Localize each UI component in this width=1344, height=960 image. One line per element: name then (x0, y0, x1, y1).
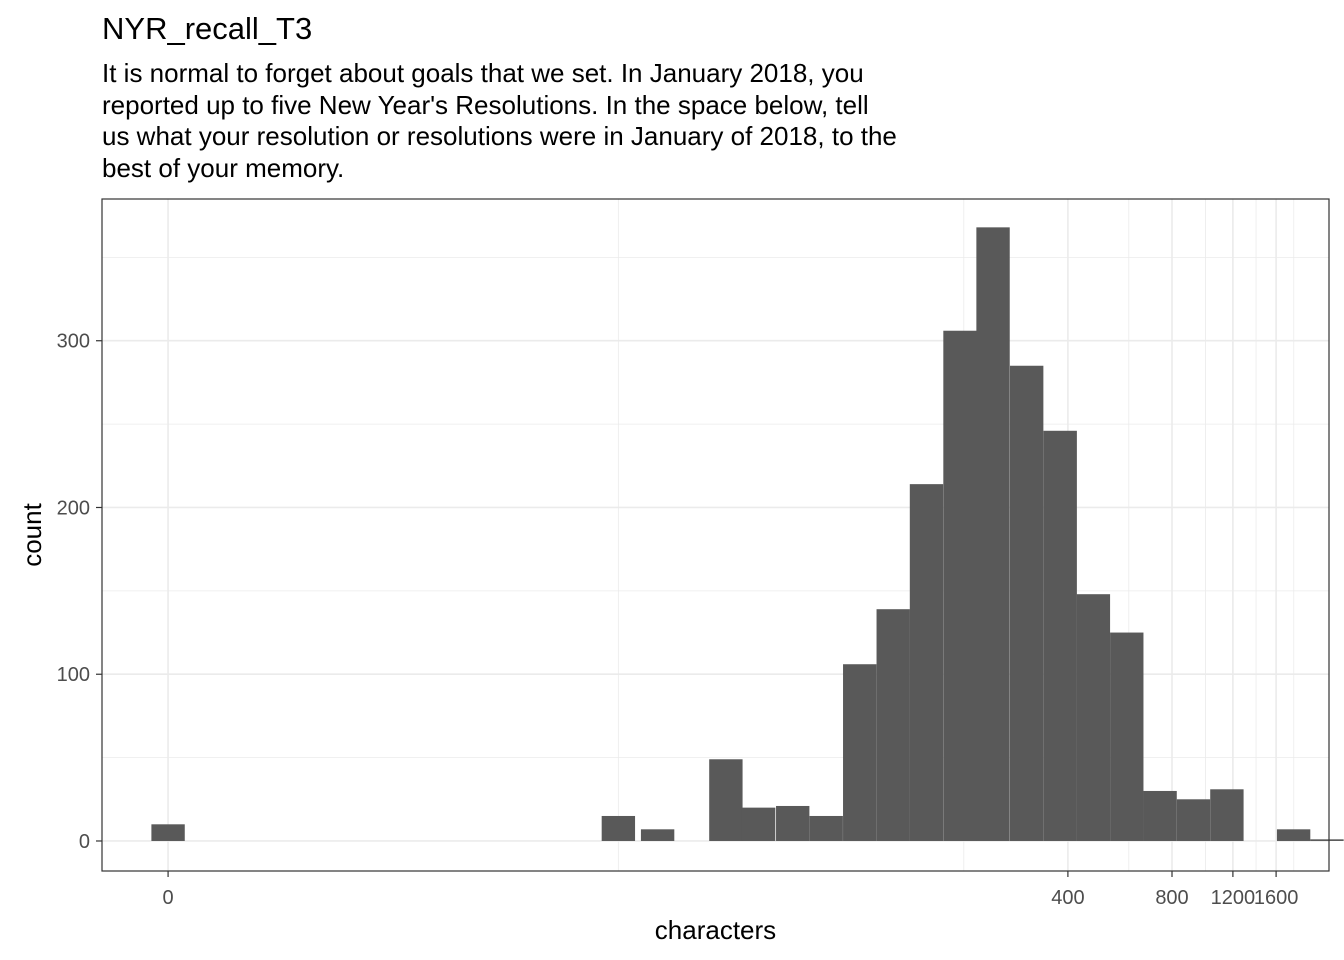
histogram-bar (876, 609, 910, 841)
y-tick-label: 0 (79, 831, 90, 853)
histogram-bar (1143, 790, 1177, 841)
histogram-bar (976, 227, 1010, 841)
x-tick-label: 400 (1051, 887, 1084, 909)
histogram-bar (943, 330, 977, 841)
histogram-bar (601, 815, 636, 841)
histogram-bars (151, 227, 1344, 841)
histogram-bar (151, 824, 185, 841)
histogram-bar (1176, 799, 1211, 841)
histogram-bar (1276, 829, 1311, 841)
x-tick-label: 800 (1155, 887, 1188, 909)
histogram-bar (776, 805, 810, 841)
x-tick-label: 1200 (1211, 887, 1256, 909)
histogram-bar (1210, 789, 1244, 841)
x-tick-label: 0 (163, 887, 174, 909)
histogram-bar (1043, 430, 1077, 841)
y-axis-title: count (17, 502, 47, 566)
x-tick-label: 1600 (1254, 887, 1299, 909)
chart-title: NYR_recall_T3 (102, 11, 313, 46)
histogram-bar (809, 815, 843, 841)
histogram-bar (640, 829, 675, 841)
histogram-bar (1076, 594, 1111, 841)
y-tick-label: 100 (57, 664, 90, 686)
histogram-bar (1310, 839, 1344, 841)
histogram-bar (843, 664, 877, 841)
y-tick-label: 200 (57, 497, 90, 519)
histogram-bar (741, 807, 776, 841)
histogram-bar (909, 484, 944, 841)
chart-subtitle: It is normal to forget about goals that … (102, 58, 897, 183)
histogram-bar (1110, 632, 1144, 841)
histogram-bar (709, 759, 743, 841)
panel-border (101, 198, 1330, 872)
histogram-bar (1010, 365, 1044, 841)
x-axis-title: characters (655, 915, 776, 945)
y-tick-label: 300 (57, 331, 90, 353)
